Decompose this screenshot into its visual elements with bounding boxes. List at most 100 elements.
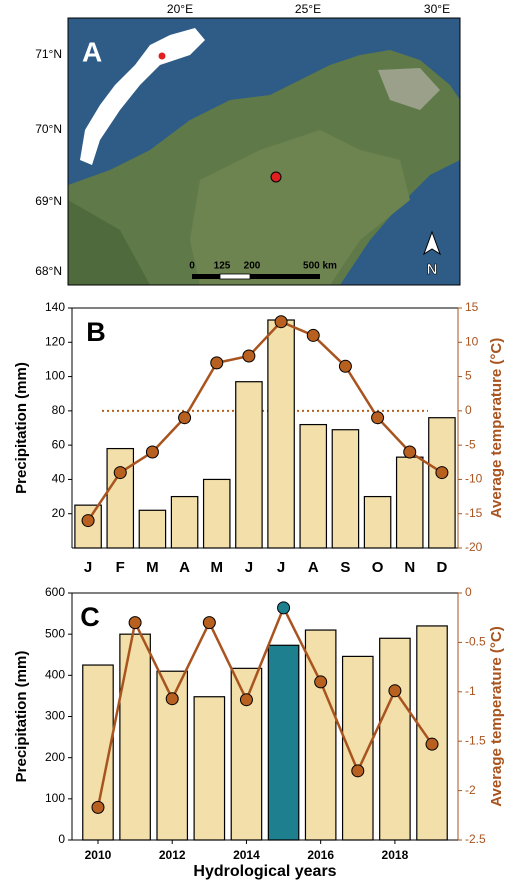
x-tick-label: S	[340, 559, 350, 576]
x-tick-label: F	[116, 559, 125, 576]
inset-norway	[80, 28, 205, 165]
y2-axis-label: Average temperature (°C)	[488, 338, 505, 519]
y-tick-label: 0	[58, 832, 65, 846]
bar	[106, 447, 135, 549]
y-axis-label: Precipitation (mm)	[13, 651, 30, 783]
scale-bar	[219, 273, 251, 280]
y2-tick-label: 10	[465, 334, 479, 348]
y-tick-label: 300	[45, 709, 65, 723]
lat-label: 69°N	[35, 194, 62, 208]
bar	[363, 495, 392, 549]
panel-label: C	[80, 602, 100, 632]
marker	[81, 514, 95, 528]
y2-tick-label: -5	[465, 437, 476, 451]
y-tick-label: 500	[45, 626, 65, 640]
lat-label: 68°N	[35, 264, 62, 278]
x-tick-label: 2018	[382, 848, 409, 862]
y2-tick-label: -1.5	[465, 733, 486, 747]
x-tick-label: 2016	[307, 848, 334, 862]
marker	[274, 315, 288, 329]
x-tick-label: 2012	[159, 848, 186, 862]
x-tick-label: J	[84, 559, 92, 576]
x-tick-label: 2010	[85, 848, 112, 862]
bar	[379, 637, 411, 841]
y-tick-label: 40	[52, 472, 66, 486]
marker	[277, 601, 291, 615]
marker	[306, 328, 320, 342]
marker	[338, 359, 352, 373]
x-tick-label: 2014	[233, 848, 260, 862]
bar	[193, 696, 226, 841]
y-tick-label: 600	[45, 585, 65, 599]
y2-tick-label: 5	[465, 369, 472, 383]
lon-label: 30°E	[424, 2, 450, 16]
marker	[435, 466, 449, 480]
marker	[403, 445, 417, 459]
y-tick-label: 20	[52, 506, 66, 520]
marker	[371, 411, 385, 425]
bar	[202, 478, 231, 549]
marker	[242, 349, 256, 363]
marker	[113, 466, 127, 480]
marker	[425, 737, 439, 751]
marker	[145, 445, 159, 459]
y-tick-label: 80	[52, 403, 66, 417]
panel-label: A	[82, 36, 102, 67]
x-tick-label: O	[372, 559, 384, 576]
y2-tick-label: -1	[465, 684, 476, 698]
y-tick-label: 120	[45, 334, 65, 348]
lon-label: 25°E	[295, 2, 321, 16]
y2-tick-label: -0.5	[465, 635, 486, 649]
y-tick-label: 140	[45, 300, 65, 314]
site-marker	[270, 171, 282, 183]
scale-bar	[250, 274, 320, 279]
y2-tick-label: 15	[465, 300, 479, 314]
bar	[299, 423, 328, 549]
y-tick-label: 400	[45, 668, 65, 682]
bar	[138, 509, 167, 549]
bar	[119, 633, 151, 841]
x-tick-label: D	[436, 559, 447, 576]
lat-label: 71°N	[35, 47, 62, 61]
scale-label: 125	[214, 261, 231, 272]
marker	[202, 616, 216, 630]
lon-label: 20°E	[167, 2, 193, 16]
y2-tick-label: 0	[465, 585, 472, 599]
bar	[416, 625, 448, 841]
scale-label: 500 km	[303, 261, 337, 272]
x-tick-label: A	[308, 559, 319, 576]
marker	[210, 356, 224, 370]
x-tick-label: J	[277, 559, 285, 576]
x-tick-label: M	[146, 559, 159, 576]
map-frame	[67, 17, 461, 286]
marker	[165, 692, 179, 706]
y-axis-label: Precipitation (mm)	[13, 362, 30, 494]
north-label: N	[427, 261, 438, 278]
scale-label: 200	[244, 261, 261, 272]
land	[190, 130, 410, 285]
marker	[314, 675, 328, 689]
marker	[91, 800, 105, 814]
y2-axis-label: Average temperature (°C)	[488, 626, 505, 807]
bar	[395, 456, 424, 549]
scale-label: 0	[189, 261, 195, 272]
y2-tick-label: -2	[465, 783, 476, 797]
marker	[239, 693, 253, 707]
y2-tick-label: -2.5	[465, 832, 486, 846]
x-tick-label: A	[179, 559, 190, 576]
y2-tick-label: -15	[465, 506, 483, 520]
x-axis-label: Hydrological years	[193, 863, 336, 880]
x-tick-label: J	[245, 559, 253, 576]
bar	[331, 429, 360, 549]
y2-tick-label: -20	[465, 540, 483, 554]
y2-tick-label: -10	[465, 472, 483, 486]
bar	[267, 319, 295, 549]
bar	[267, 644, 300, 841]
y-tick-label: 200	[45, 750, 65, 764]
line	[87, 320, 443, 522]
marker	[178, 411, 192, 425]
land	[378, 68, 440, 110]
x-tick-label: M	[211, 559, 224, 576]
bar	[428, 417, 456, 549]
